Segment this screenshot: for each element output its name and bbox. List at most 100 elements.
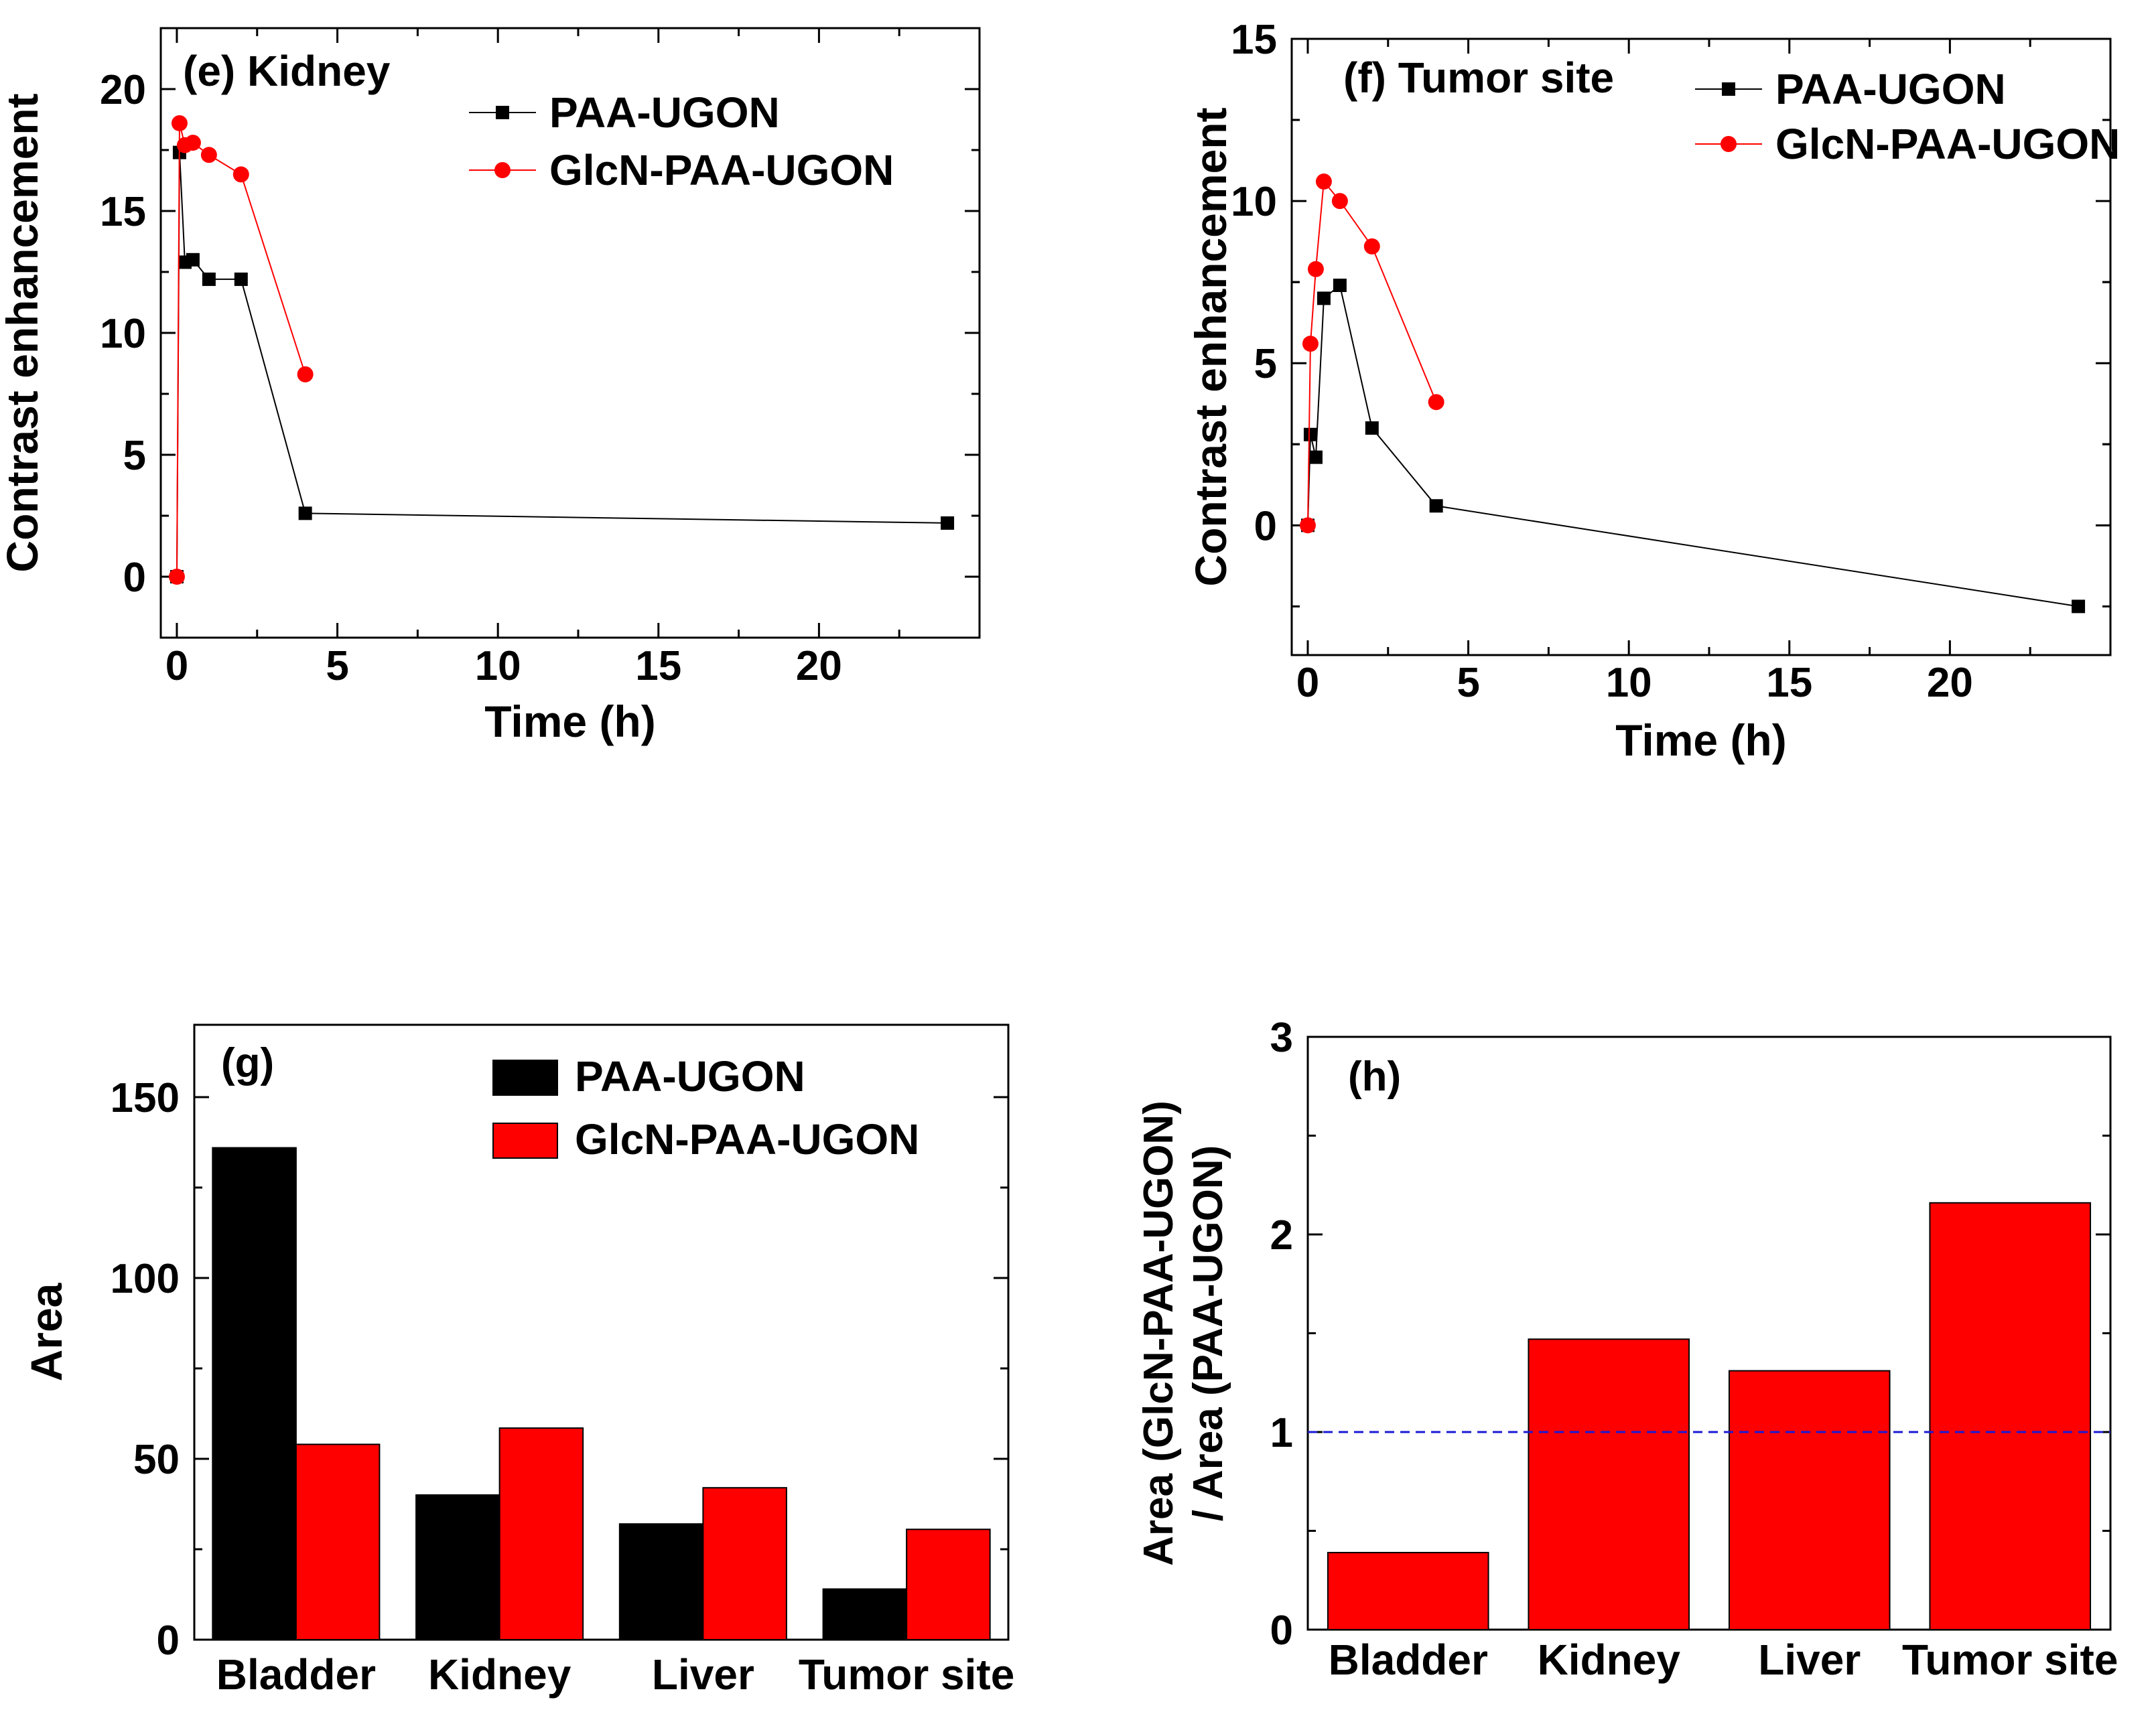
y-tick-label: 0 xyxy=(1254,503,1277,549)
y-tick-label: 2 xyxy=(1270,1212,1293,1259)
data-point-square xyxy=(1365,421,1379,435)
plot-frame xyxy=(193,1023,1010,1641)
data-point-circle xyxy=(1307,261,1324,277)
y-tick-label: 0 xyxy=(1270,1608,1293,1654)
y-tick-label: 15 xyxy=(1231,17,1277,63)
y-tick-label: 10 xyxy=(100,311,146,357)
bar-bladder-paa-ugon xyxy=(212,1147,297,1640)
y-tick-label: 20 xyxy=(100,67,146,113)
y-tick-label: 10 xyxy=(1231,179,1277,225)
plot-frame xyxy=(1290,38,2112,656)
legend-marker-circle xyxy=(1721,136,1737,152)
series-line-paa-ugon xyxy=(1306,284,2079,608)
bar-liver-paa-ugon xyxy=(618,1523,704,1640)
y-tick-label: 5 xyxy=(123,433,146,479)
x-tick-label: 0 xyxy=(1296,660,1319,706)
data-point-circle xyxy=(1299,517,1316,534)
data-point-square xyxy=(202,272,216,286)
data-point-circle xyxy=(1302,336,1319,352)
data-point-circle xyxy=(297,366,314,382)
category-label: Liver xyxy=(652,1650,754,1699)
category-label: Liver xyxy=(1758,1636,1861,1684)
category-label: Bladder xyxy=(1329,1636,1488,1684)
legend-label: PAA-UGON xyxy=(549,88,780,137)
bar-bladder-glcn-paa-ugon xyxy=(295,1443,381,1640)
panel-e-kidney-chart: 0 5 10 15 20 0 5 10 15 20 PAA-UGON GlcN-PAA-UGON (e)… xyxy=(0,27,981,746)
category-label: Kidney xyxy=(428,1650,571,1699)
x-tick-label: 10 xyxy=(1606,660,1652,706)
x-axis-label: Time (h) xyxy=(1615,715,1786,765)
data-point-circle xyxy=(171,115,188,131)
x-tick-label: 5 xyxy=(1457,660,1479,706)
x-tick-label: 15 xyxy=(635,643,681,689)
series-line-paa-ugon xyxy=(176,152,948,577)
legend-label: GlcN-PAA-UGON xyxy=(575,1115,919,1163)
x-tick-label: 10 xyxy=(475,643,521,689)
category-label: Tumor site xyxy=(799,1650,1014,1699)
panel-f-tumor-chart: 0 5 10 15 20 0 5 10 15 PAA-UGON GlcN-PAA-UGON (f) T… xyxy=(1186,17,2120,765)
series-line-glcn-paa-ugon xyxy=(176,123,306,577)
y-tick-label: 1 xyxy=(1270,1410,1293,1456)
legend-label: GlcN-PAA-UGON xyxy=(1775,120,2120,168)
data-point-square xyxy=(1303,427,1317,441)
bar-bladder-ratio xyxy=(1327,1551,1489,1630)
bar-tumor-site-paa-ugon xyxy=(822,1588,908,1640)
data-point-circle xyxy=(1315,173,1332,190)
legend-marker-circle xyxy=(494,162,511,178)
legend-swatch xyxy=(492,1123,558,1159)
bar-liver-glcn-paa-ugon xyxy=(702,1487,787,1640)
x-tick-label: 15 xyxy=(1766,660,1812,706)
data-point-circle xyxy=(1363,238,1380,255)
y-tick-label: 5 xyxy=(1254,341,1277,387)
bar-liver-ratio xyxy=(1728,1370,1891,1631)
data-point-square xyxy=(1317,291,1331,305)
y-axis-label-line1: Area (GlcN-PAA-UGON) xyxy=(1136,1100,1182,1566)
data-point-circle xyxy=(1428,394,1444,411)
y-axis-label: Contrast enhancement xyxy=(1186,107,1235,586)
bar-tumor-site-glcn-paa-ugon xyxy=(906,1528,991,1641)
panel-g-area-bar-chart: 0 50 100 150 Bladder Kidney Liver Tumor site PAA… xyxy=(21,1023,1014,1699)
x-tick-label: 5 xyxy=(326,643,348,689)
panel-title: (f) Tumor site xyxy=(1343,54,1614,102)
category-label: Tumor site xyxy=(1902,1636,2118,1684)
legend-label: PAA-UGON xyxy=(575,1052,805,1100)
y-tick-label: 0 xyxy=(157,1618,180,1664)
data-point-circle xyxy=(184,135,201,151)
x-tick-label: 20 xyxy=(796,643,842,689)
y-axis-label: Contrast enhancement xyxy=(0,93,47,572)
bar-kidney-ratio xyxy=(1528,1338,1690,1630)
y-tick-label: 3 xyxy=(1270,1015,1293,1061)
data-point-square xyxy=(1429,499,1443,513)
data-point-square xyxy=(1333,279,1347,292)
y-tick-label: 15 xyxy=(100,189,146,235)
legend-swatch xyxy=(492,1060,558,1096)
data-point-square xyxy=(298,506,312,520)
data-point-circle xyxy=(200,147,217,163)
y-axis-label-line2: / Area (PAA-UGON) xyxy=(1185,1145,1231,1521)
x-tick-label: 20 xyxy=(1927,660,1973,706)
data-point-square xyxy=(1308,450,1323,464)
x-tick-label: 0 xyxy=(165,643,188,689)
y-tick-label: 0 xyxy=(123,555,146,601)
y-tick-label: 150 xyxy=(111,1075,180,1121)
data-point-circle xyxy=(232,166,249,183)
data-point-square xyxy=(186,253,200,267)
panel-title: (g) xyxy=(221,1040,274,1086)
legend-marker-square xyxy=(496,106,509,119)
bar-kidney-glcn-paa-ugon xyxy=(498,1427,584,1641)
panel-title: (h) xyxy=(1348,1054,1401,1100)
bar-tumor-site-ratio xyxy=(1929,1202,2092,1631)
panel-title: (e) Kidney xyxy=(183,47,391,95)
legend-marker-square xyxy=(1722,82,1735,96)
legend-label: GlcN-PAA-UGON xyxy=(549,146,894,194)
y-axis-label: Area xyxy=(21,1282,71,1381)
y-tick-label: 100 xyxy=(111,1256,180,1302)
category-label: Bladder xyxy=(216,1650,376,1699)
data-point-circle xyxy=(1331,193,1348,210)
y-tick-label: 50 xyxy=(133,1437,180,1483)
panel-h-ratio-bar-chart: 0 1 2 3 Bladder Kidney Liver Tumor site (h) Area … xyxy=(1136,1015,2118,1684)
series-line-glcn-paa-ugon xyxy=(1306,180,1437,526)
data-point-square xyxy=(234,272,248,286)
legend-label: PAA-UGON xyxy=(1775,65,2006,113)
